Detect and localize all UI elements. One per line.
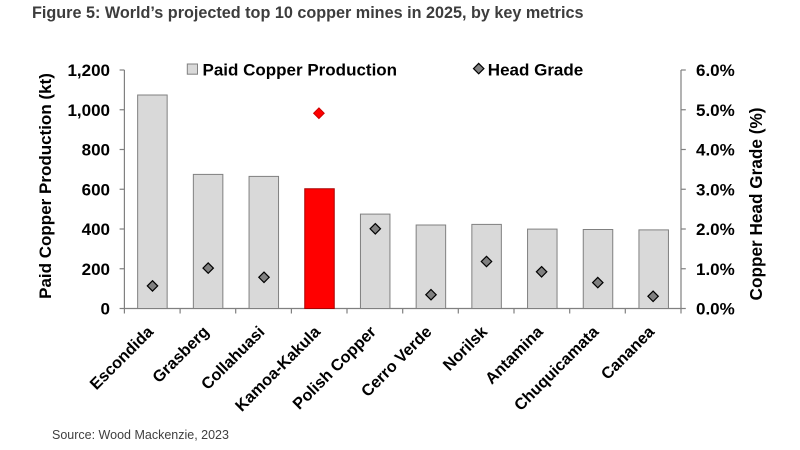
svg-text:Paid Copper Production (kt): Paid Copper Production (kt) bbox=[36, 73, 55, 299]
svg-text:600: 600 bbox=[82, 180, 110, 199]
svg-text:Paid Copper Production: Paid Copper Production bbox=[203, 61, 398, 80]
svg-text:Source: Wood Mackenzie, 2023: Source: Wood Mackenzie, 2023 bbox=[52, 428, 229, 442]
svg-text:Figure 5: World’s projected to: Figure 5: World’s projected top 10 coppe… bbox=[32, 4, 583, 22]
svg-text:Head Grade: Head Grade bbox=[488, 61, 583, 80]
svg-text:3.0%: 3.0% bbox=[696, 180, 735, 199]
svg-text:2.0%: 2.0% bbox=[696, 220, 735, 239]
svg-text:Copper Head Grade (%): Copper Head Grade (%) bbox=[746, 108, 766, 301]
svg-text:200: 200 bbox=[82, 260, 110, 279]
svg-text:0: 0 bbox=[101, 300, 110, 319]
svg-text:1,200: 1,200 bbox=[67, 61, 110, 80]
svg-text:400: 400 bbox=[82, 220, 110, 239]
svg-text:800: 800 bbox=[82, 141, 110, 160]
svg-text:5.0%: 5.0% bbox=[696, 101, 735, 120]
svg-text:4.0%: 4.0% bbox=[696, 141, 735, 160]
svg-text:6.0%: 6.0% bbox=[696, 61, 735, 80]
svg-text:0.0%: 0.0% bbox=[696, 300, 735, 319]
svg-text:1,000: 1,000 bbox=[67, 101, 110, 120]
svg-text:1.0%: 1.0% bbox=[696, 260, 735, 279]
